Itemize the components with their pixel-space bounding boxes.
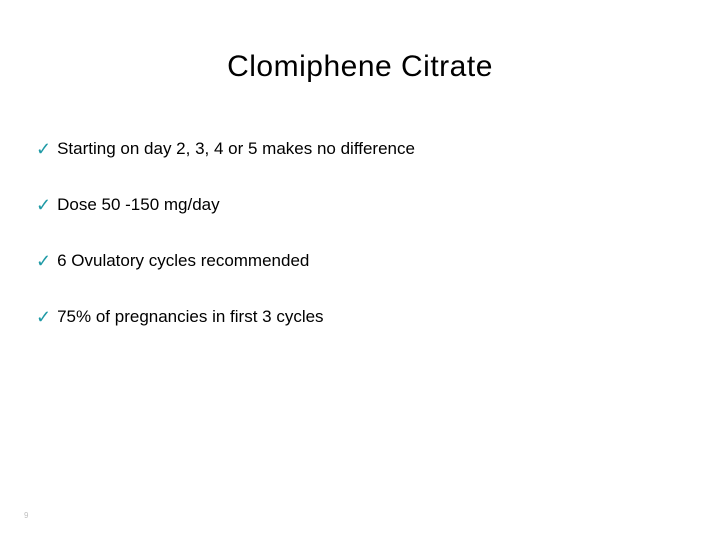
check-icon: ✓: [36, 251, 51, 271]
bullet-list: ✓ Starting on day 2, 3, 4 or 5 makes no …: [36, 139, 690, 327]
bullet-text: Dose 50 -150 mg/day: [57, 195, 220, 215]
list-item: ✓ 75% of pregnancies in first 3 cycles: [36, 307, 690, 327]
list-item: ✓ 6 Ovulatory cycles recommended: [36, 251, 690, 271]
bullet-text: 75% of pregnancies in first 3 cycles: [57, 307, 323, 327]
bullet-text: Starting on day 2, 3, 4 or 5 makes no di…: [57, 139, 415, 159]
check-icon: ✓: [36, 139, 51, 159]
check-icon: ✓: [36, 307, 51, 327]
list-item: ✓ Dose 50 -150 mg/day: [36, 195, 690, 215]
check-icon: ✓: [36, 195, 51, 215]
slide: Clomiphene Citrate ✓ Starting on day 2, …: [0, 0, 720, 540]
list-item: ✓ Starting on day 2, 3, 4 or 5 makes no …: [36, 139, 690, 159]
slide-title: Clomiphene Citrate: [30, 50, 690, 84]
page-number: 9: [24, 511, 28, 520]
bullet-text: 6 Ovulatory cycles recommended: [57, 251, 309, 271]
